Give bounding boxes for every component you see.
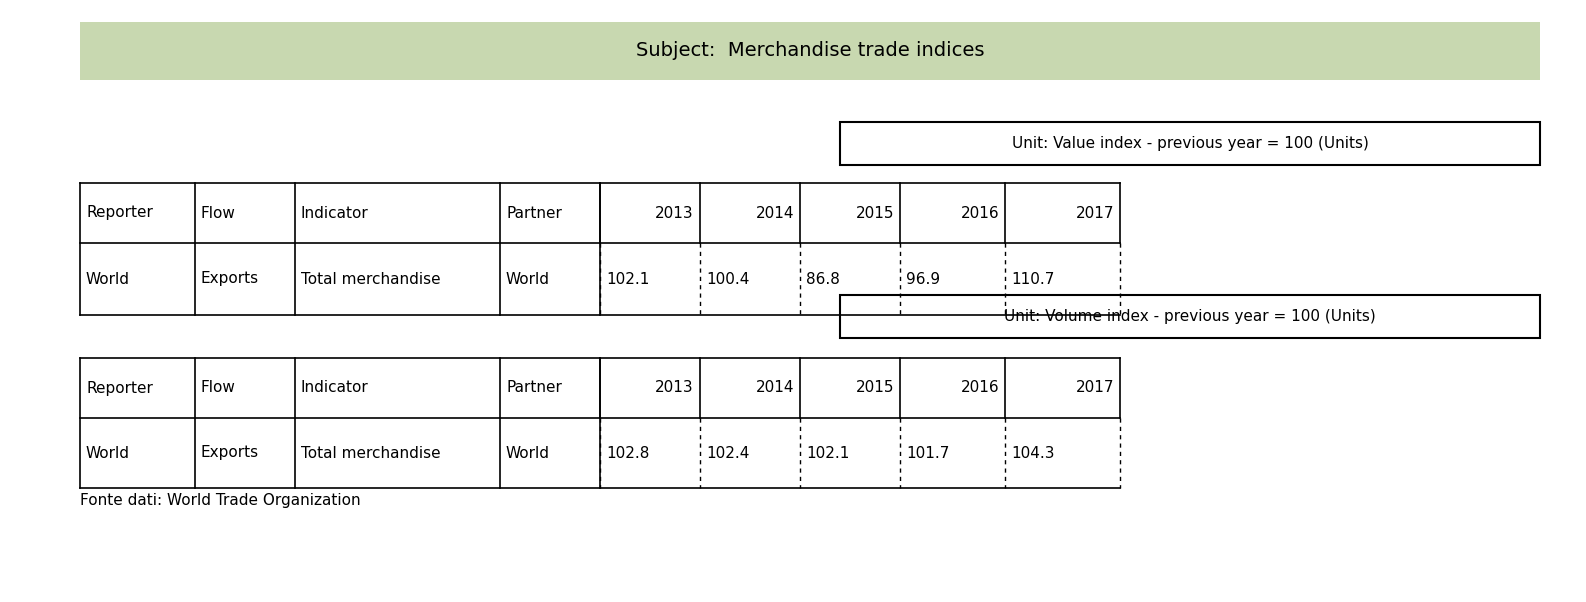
Text: 2017: 2017 [1075, 205, 1113, 220]
Bar [79, 22, 1540, 80]
Text: Total merchandise: Total merchandise [301, 445, 441, 461]
Text: 86.8: 86.8 [806, 272, 841, 287]
Text: 101.7: 101.7 [906, 445, 950, 461]
Text: 102.8: 102.8 [606, 445, 649, 461]
Bar [79, 183, 1120, 315]
Text: Fonte dati: World Trade Organization: Fonte dati: World Trade Organization [79, 492, 360, 507]
Text: 102.1: 102.1 [606, 272, 649, 287]
Text: World: World [86, 445, 130, 461]
Text: 2016: 2016 [961, 380, 999, 396]
Text: Flow: Flow [201, 380, 236, 396]
Text: 2015: 2015 [855, 205, 895, 220]
Text: World: World [506, 445, 550, 461]
Text: 102.4: 102.4 [706, 445, 749, 461]
Text: Indicator: Indicator [301, 205, 370, 220]
Text: Partner: Partner [506, 380, 561, 396]
Bar [841, 295, 1540, 338]
Text: 2016: 2016 [961, 205, 999, 220]
Text: 96.9: 96.9 [906, 272, 940, 287]
Bar [79, 358, 1120, 488]
Text: Indicator: Indicator [301, 380, 370, 396]
Text: 2013: 2013 [655, 205, 695, 220]
Text: 110.7: 110.7 [1010, 272, 1055, 287]
Text: 2017: 2017 [1075, 380, 1113, 396]
Text: Unit: Volume index - previous year = 100 (Units): Unit: Volume index - previous year = 100… [1004, 309, 1377, 324]
Text: Exports: Exports [201, 272, 259, 287]
Text: 2013: 2013 [655, 380, 695, 396]
Text: 2014: 2014 [755, 380, 795, 396]
Text: 104.3: 104.3 [1010, 445, 1055, 461]
Text: World: World [86, 272, 130, 287]
Text: 100.4: 100.4 [706, 272, 749, 287]
Text: Flow: Flow [201, 205, 236, 220]
Text: Subject:  Merchandise trade indices: Subject: Merchandise trade indices [636, 42, 985, 60]
Text: Reporter: Reporter [86, 205, 152, 220]
Text: Reporter: Reporter [86, 380, 152, 396]
Text: Total merchandise: Total merchandise [301, 272, 441, 287]
Text: Partner: Partner [506, 205, 561, 220]
Text: Exports: Exports [201, 445, 259, 461]
Text: 2015: 2015 [855, 380, 895, 396]
Bar [841, 122, 1540, 165]
Text: World: World [506, 272, 550, 287]
Text: Unit: Value index - previous year = 100 (Units): Unit: Value index - previous year = 100 … [1012, 136, 1369, 151]
Text: 102.1: 102.1 [806, 445, 850, 461]
Text: 2014: 2014 [755, 205, 795, 220]
